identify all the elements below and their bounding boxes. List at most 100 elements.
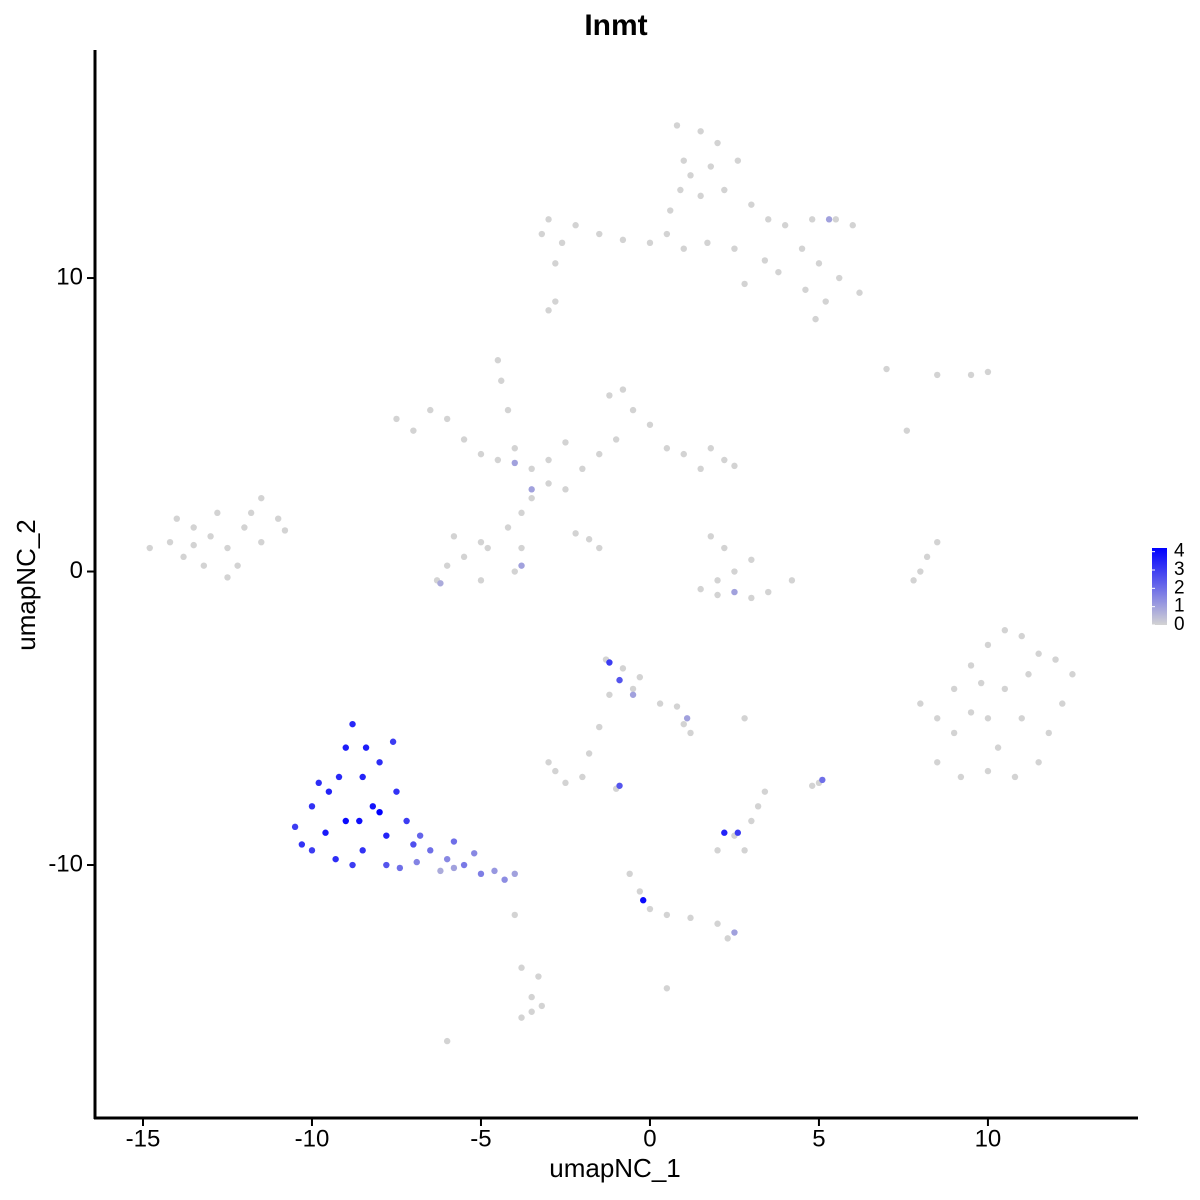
- point: [917, 700, 924, 707]
- point: [427, 406, 434, 414]
- point: [572, 530, 579, 537]
- point: [798, 245, 806, 252]
- point: [748, 594, 755, 602]
- point: [477, 577, 485, 584]
- point: [714, 591, 721, 599]
- point: [636, 888, 644, 895]
- point: [741, 715, 748, 722]
- point: [883, 365, 890, 373]
- point: [349, 861, 356, 869]
- point: [714, 847, 721, 854]
- x-tick-label: 0: [643, 1125, 656, 1152]
- x-tick-label: -5: [470, 1125, 491, 1152]
- point: [1011, 773, 1019, 781]
- point: [697, 128, 704, 135]
- point: [322, 829, 329, 836]
- point: [734, 157, 742, 164]
- point: [714, 139, 721, 147]
- point: [234, 562, 241, 569]
- point: [173, 515, 180, 522]
- point: [538, 1002, 546, 1010]
- point: [765, 216, 772, 223]
- point: [697, 465, 704, 473]
- point: [680, 720, 687, 728]
- point: [616, 782, 623, 789]
- point: [369, 803, 377, 810]
- point: [788, 577, 796, 584]
- point: [680, 157, 687, 164]
- point: [667, 207, 674, 214]
- point: [258, 494, 265, 502]
- y-axis-label: umapNC_2: [11, 519, 41, 651]
- point: [393, 415, 400, 423]
- point: [562, 439, 569, 446]
- point: [528, 486, 535, 493]
- point: [528, 1008, 535, 1015]
- point: [498, 377, 505, 384]
- point: [663, 445, 671, 452]
- point: [704, 239, 711, 247]
- point: [460, 861, 468, 869]
- point: [359, 773, 366, 781]
- point: [596, 450, 603, 458]
- point: [612, 436, 620, 443]
- point: [1001, 627, 1009, 634]
- point: [281, 527, 289, 534]
- point: [707, 163, 714, 170]
- x-tick-label: 5: [812, 1125, 825, 1152]
- point: [761, 257, 769, 264]
- point: [207, 533, 214, 540]
- point: [984, 767, 992, 775]
- point: [815, 260, 823, 267]
- point: [443, 1037, 451, 1045]
- y-tick-label: 10: [56, 263, 83, 290]
- point: [383, 861, 390, 869]
- point: [545, 759, 552, 766]
- point: [359, 847, 366, 854]
- x-axis-label: umapNC_1: [549, 1153, 681, 1183]
- point: [967, 662, 975, 669]
- point: [808, 216, 816, 223]
- point: [616, 676, 623, 684]
- point: [325, 788, 333, 795]
- point: [748, 201, 755, 208]
- point: [477, 870, 485, 878]
- point: [802, 286, 809, 293]
- point: [511, 445, 518, 452]
- point: [413, 858, 420, 866]
- point: [606, 392, 613, 399]
- point: [511, 870, 518, 878]
- x-tick-label: 10: [975, 1125, 1002, 1152]
- point: [731, 462, 738, 470]
- point: [748, 556, 755, 563]
- point: [687, 172, 694, 179]
- point: [721, 544, 728, 552]
- point: [714, 577, 721, 584]
- color-tick-label: 0: [1174, 614, 1185, 635]
- point: [528, 465, 535, 473]
- point: [274, 515, 282, 522]
- point: [247, 509, 255, 517]
- point: [724, 935, 731, 942]
- point: [558, 239, 566, 247]
- point: [923, 553, 931, 561]
- point: [849, 222, 856, 229]
- point: [393, 788, 400, 795]
- point: [518, 544, 525, 552]
- point: [707, 445, 714, 452]
- point: [950, 729, 958, 737]
- point: [596, 230, 603, 238]
- point: [335, 773, 343, 781]
- point: [511, 911, 518, 919]
- point: [781, 222, 789, 229]
- color-tick-label: 1: [1174, 596, 1185, 617]
- point: [721, 186, 728, 194]
- point: [619, 665, 627, 672]
- point: [494, 456, 502, 464]
- point: [748, 817, 755, 825]
- point: [552, 260, 559, 267]
- point: [1018, 715, 1025, 722]
- point: [1069, 671, 1076, 678]
- point: [477, 450, 485, 458]
- point: [224, 574, 231, 581]
